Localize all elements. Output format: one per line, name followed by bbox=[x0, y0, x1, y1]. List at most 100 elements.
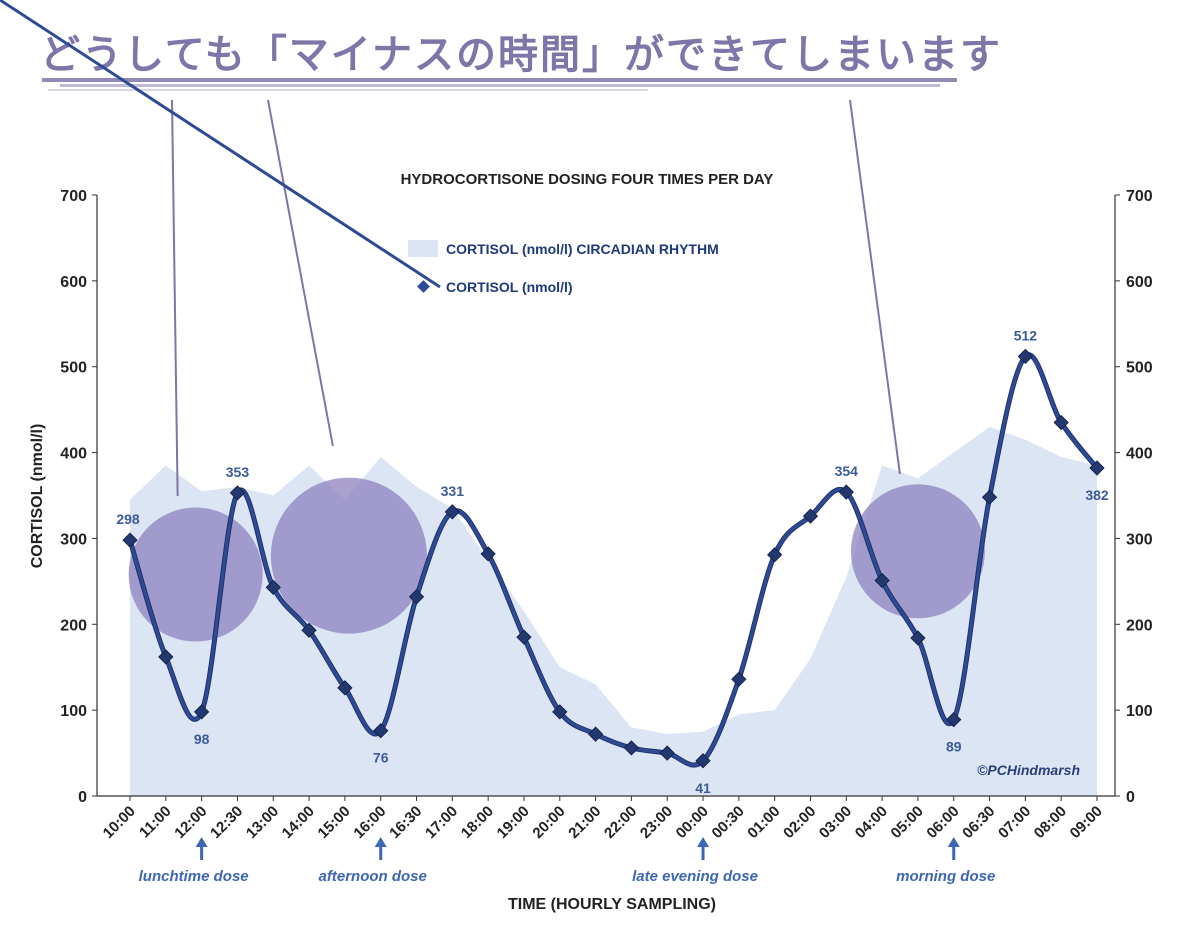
y-tick-label-right: 700 bbox=[1126, 188, 1153, 205]
x-axis-label: TIME (HOURLY SAMPLING) bbox=[508, 896, 716, 913]
y-tick-label: 500 bbox=[60, 360, 87, 377]
legend-area-swatch bbox=[408, 240, 438, 257]
cortisol-point bbox=[337, 680, 353, 696]
heading-underline bbox=[42, 78, 957, 91]
x-tick-label: 00:30 bbox=[709, 803, 748, 842]
x-tick-label: 10:00 bbox=[100, 803, 139, 842]
x-tick-label: 01:00 bbox=[744, 803, 783, 842]
dose-arrow-icon bbox=[947, 837, 960, 847]
data-label: 353 bbox=[226, 464, 250, 480]
chart-title: HYDROCORTISONE DOSING FOUR TIMES PER DAY bbox=[401, 171, 774, 188]
cortisol-point bbox=[659, 745, 675, 761]
x-tick-label: 04:00 bbox=[852, 803, 891, 842]
data-label: 41 bbox=[695, 780, 711, 796]
callout-line bbox=[267, 99, 334, 447]
legend-line-label: CORTISOL (nmol/l) bbox=[446, 279, 573, 295]
x-tick-label: 18:00 bbox=[458, 803, 497, 842]
cortisol-point bbox=[874, 572, 890, 589]
y-tick-label-right: 200 bbox=[1126, 617, 1153, 634]
x-tick-label: 23:00 bbox=[637, 803, 676, 842]
data-label: 512 bbox=[1014, 327, 1038, 343]
y-tick-label: 600 bbox=[60, 274, 87, 291]
x-tick-label: 16:00 bbox=[350, 803, 389, 842]
y-tick-label-right: 0 bbox=[1126, 789, 1135, 806]
highlight-circle bbox=[128, 507, 263, 642]
cortisol-point bbox=[1017, 348, 1034, 365]
cortisol-point bbox=[122, 532, 138, 548]
cortisol-point bbox=[229, 485, 246, 501]
y-tick-label-right: 400 bbox=[1126, 446, 1153, 463]
data-label: 98 bbox=[194, 731, 210, 747]
y-tick-label: 700 bbox=[60, 188, 87, 205]
legend-area-label: CORTISOL (nmol/l) CIRCADIAN RHYTHM bbox=[446, 241, 719, 257]
x-tick-label: 14:00 bbox=[279, 803, 318, 842]
cortisol-point bbox=[373, 723, 389, 739]
x-tick-label: 06:00 bbox=[923, 803, 962, 842]
cortisol-point bbox=[587, 726, 604, 742]
dose-label: lunchtime dose bbox=[139, 868, 249, 885]
cortisol-point bbox=[802, 508, 819, 524]
dose-arrow-icon bbox=[697, 837, 710, 847]
cortisol-point bbox=[731, 671, 747, 687]
dose-arrow-icon bbox=[195, 837, 208, 847]
cortisol-point bbox=[408, 589, 425, 605]
data-label: 382 bbox=[1085, 487, 1109, 503]
x-tick-label: 12:30 bbox=[207, 803, 246, 842]
data-label: 354 bbox=[835, 463, 859, 479]
cortisol-point bbox=[516, 629, 532, 645]
data-label: 331 bbox=[441, 483, 465, 499]
data-label: 89 bbox=[946, 739, 962, 755]
cortisol-point bbox=[552, 704, 568, 720]
legend-line-marker bbox=[417, 280, 430, 293]
dose-label: late evening dose bbox=[632, 868, 758, 885]
cortisol-point bbox=[623, 740, 640, 756]
x-tick-label: 07:00 bbox=[995, 803, 1034, 842]
cortisol-point bbox=[767, 547, 783, 563]
y-tick-label: 0 bbox=[78, 789, 87, 806]
credit-label: ©PCHindmarsh bbox=[977, 762, 1080, 778]
x-tick-label: 05:00 bbox=[888, 803, 927, 842]
cortisol-point bbox=[838, 484, 854, 500]
x-tick-label: 17:00 bbox=[422, 803, 461, 842]
cortisol-point bbox=[193, 704, 210, 720]
data-label: 76 bbox=[373, 750, 389, 766]
cortisol-point bbox=[444, 504, 460, 520]
data-label: 298 bbox=[116, 511, 140, 527]
y-axis-label: CORTISOL (nmol/l) bbox=[29, 424, 46, 569]
y-tick-label: 100 bbox=[60, 703, 87, 720]
legend: CORTISOL (nmol/l) CIRCADIAN RHYTHM CORTI… bbox=[0, 0, 719, 295]
cortisol-point bbox=[301, 622, 317, 638]
callout-line bbox=[171, 99, 179, 497]
cortisol-point bbox=[946, 711, 962, 728]
y-tick-label: 400 bbox=[60, 446, 87, 463]
page-heading: どうしても「マイナスの時間」ができてしまいます bbox=[40, 32, 1002, 78]
cortisol-point bbox=[158, 649, 174, 665]
cortisol-point bbox=[480, 546, 496, 562]
legend-line-swatch bbox=[0, 0, 441, 289]
y-tick-label-right: 600 bbox=[1126, 274, 1153, 291]
callout-line bbox=[849, 99, 901, 475]
dose-label: morning dose bbox=[896, 868, 995, 885]
x-tick-label: 08:00 bbox=[1031, 803, 1070, 842]
y-tick-label: 300 bbox=[60, 531, 87, 548]
y-tick-label-right: 100 bbox=[1126, 703, 1153, 720]
y-tick-label: 200 bbox=[60, 617, 87, 634]
y-tick-label-right: 500 bbox=[1126, 360, 1153, 377]
x-tick-label: 22:00 bbox=[601, 803, 640, 842]
x-tick-label: 12:00 bbox=[171, 803, 210, 842]
x-tick-label: 21:00 bbox=[565, 803, 604, 842]
highlight-circle bbox=[270, 477, 427, 634]
x-tick-label: 16:30 bbox=[386, 803, 425, 842]
cortisol-point bbox=[981, 489, 998, 505]
cortisol-point bbox=[265, 579, 281, 596]
x-tick-label: 00:00 bbox=[673, 803, 712, 842]
x-tick-label: 13:00 bbox=[243, 803, 282, 842]
cortisol-point bbox=[1089, 460, 1105, 476]
x-tick-label: 03:00 bbox=[816, 803, 855, 842]
x-tick-label: 06:30 bbox=[959, 803, 998, 842]
x-tick-label: 20:00 bbox=[529, 803, 568, 842]
x-tick-label: 19:00 bbox=[494, 803, 533, 842]
cortisol-point bbox=[695, 753, 711, 769]
y-tick-label-right: 300 bbox=[1126, 531, 1153, 548]
